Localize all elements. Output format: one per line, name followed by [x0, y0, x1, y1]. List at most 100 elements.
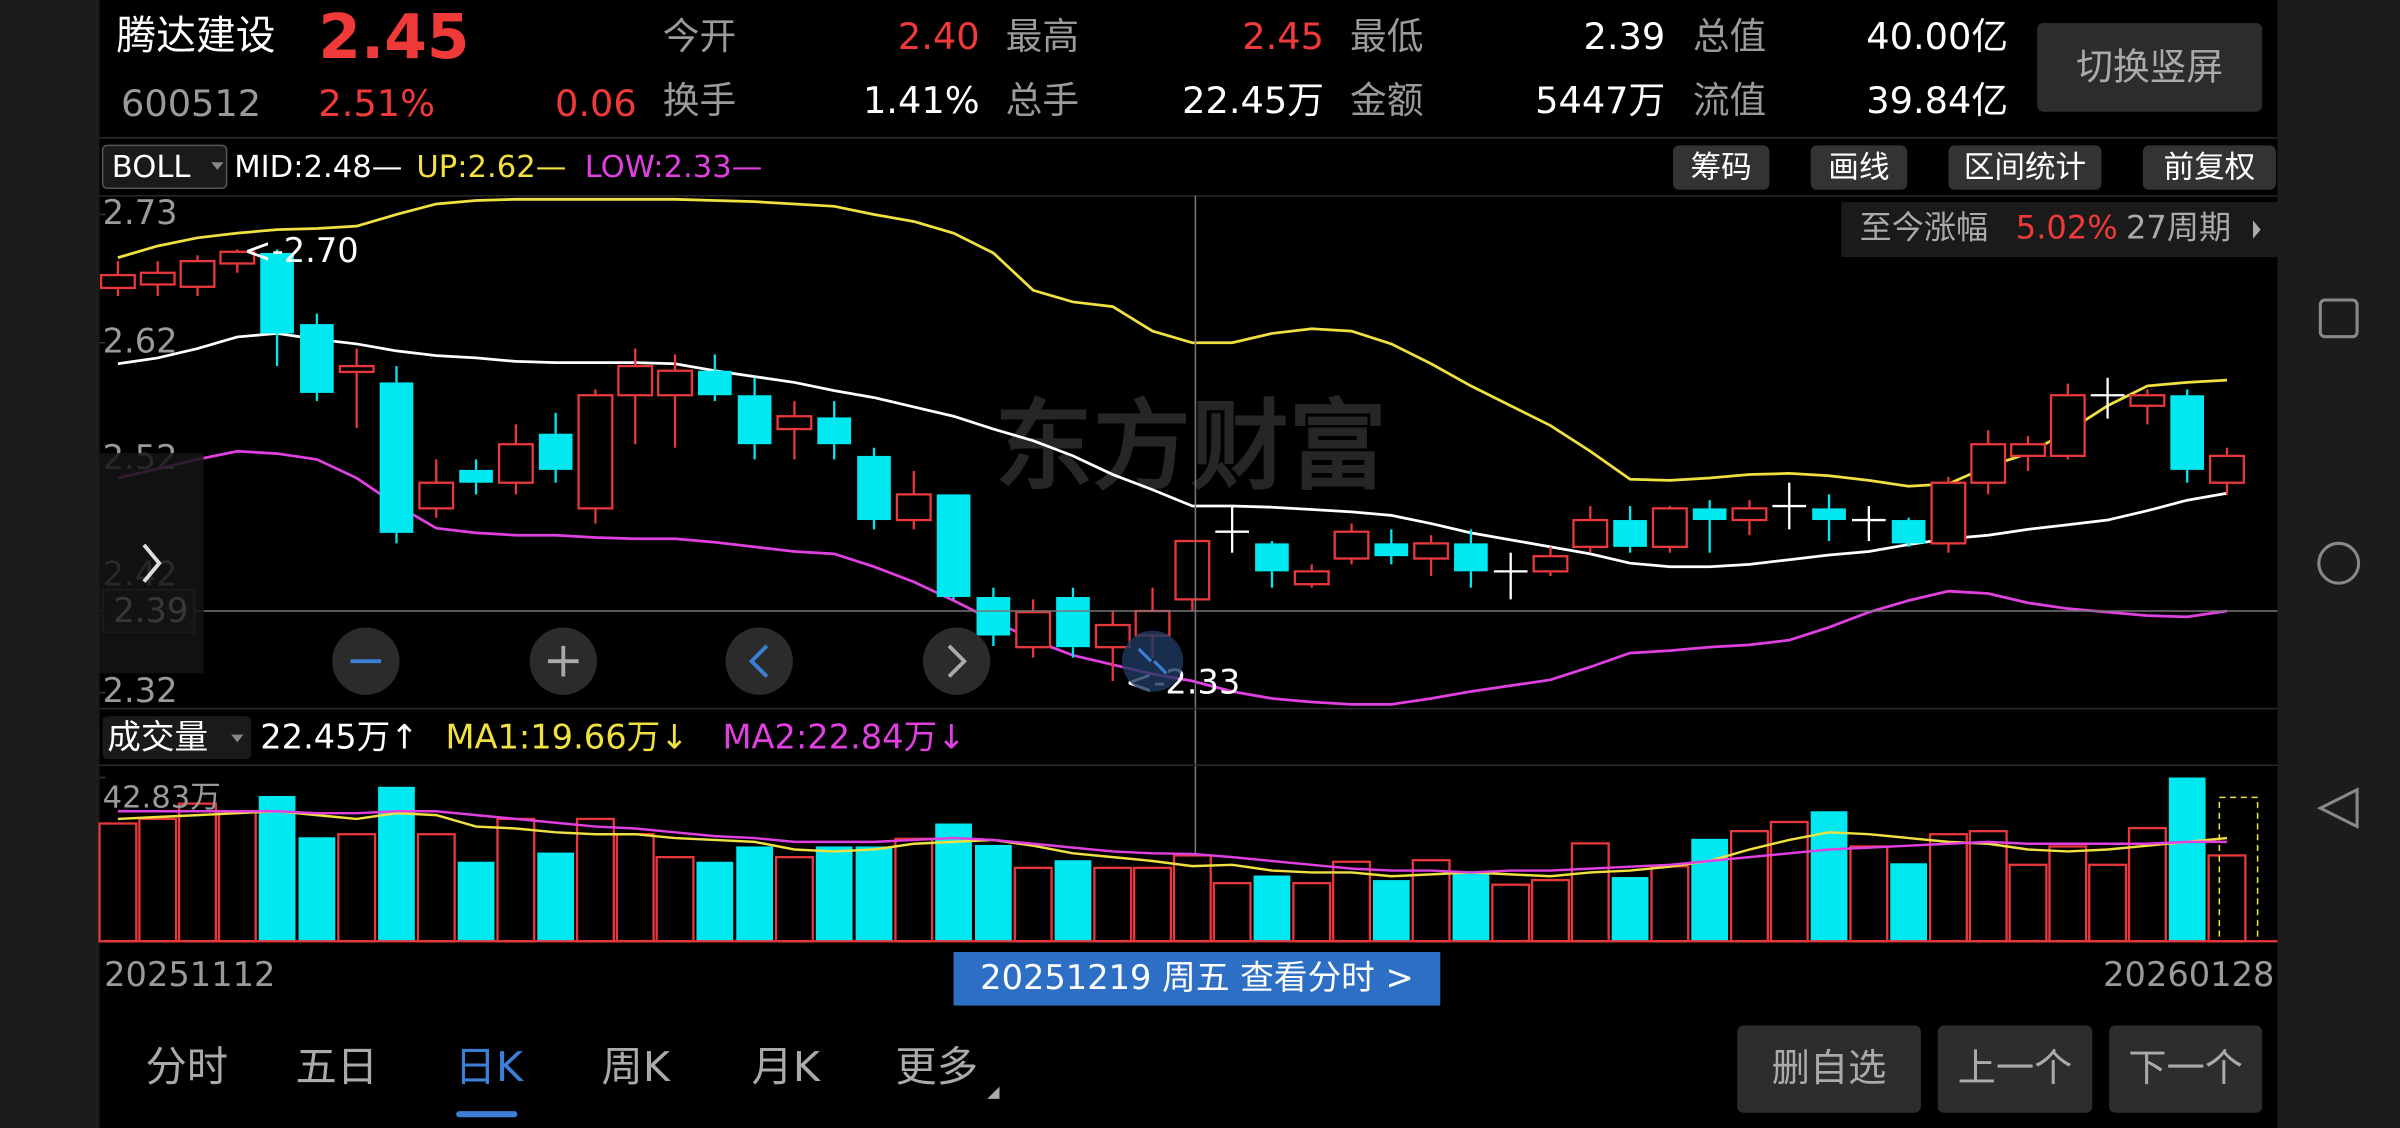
side-handle[interactable] [99, 453, 204, 674]
orientation-button[interactable]: 切换竖屏 [2037, 22, 2263, 112]
candle-body [2049, 394, 2086, 458]
tool-button[interactable]: 筹码 [1672, 145, 1770, 190]
field-value: 2.40 [898, 15, 980, 58]
field-label: 最低 [1350, 15, 1423, 58]
tab[interactable]: 更多 [895, 1043, 978, 1091]
field-value: 39.84亿 [1866, 79, 2008, 122]
tab[interactable]: 五日 [295, 1043, 378, 1091]
crosshair-date-bg [953, 951, 1441, 1006]
action-button[interactable]: 下一个 [2109, 1025, 2263, 1113]
volume-bar [655, 856, 695, 943]
stock-name: 腾达建设 [116, 13, 275, 59]
x-tick-label: 20260128 [2103, 955, 2274, 994]
indicator-mid: MID:2.48— [234, 150, 402, 185]
tab[interactable]: 分时 [145, 1043, 228, 1091]
tool-bg [2142, 145, 2276, 190]
reset-control[interactable] [1121, 630, 1184, 692]
action-button[interactable]: 上一个 [1937, 1025, 2093, 1113]
candle-body [1293, 570, 1330, 586]
candle-body [737, 395, 772, 445]
field-label: 总值 [1693, 15, 1766, 58]
change-percent: 2.51% [318, 82, 435, 125]
candle-body [2010, 443, 2046, 458]
candle-body [1094, 623, 1131, 649]
tab[interactable]: 日K [455, 1043, 524, 1091]
candle-body [260, 252, 294, 334]
candle-body [1532, 555, 1569, 573]
candle-body [1413, 542, 1450, 560]
volume-bar [774, 856, 814, 943]
volume-ma-line [117, 810, 2228, 878]
scroll-left-icon [748, 644, 769, 678]
volume-bar [1253, 875, 1291, 942]
tab[interactable]: 周K [602, 1043, 671, 1091]
volume-bar [378, 786, 415, 942]
candle-body [1454, 543, 1488, 572]
candle-body [1572, 518, 1609, 549]
range-stat-period: 27周期 [2126, 209, 2231, 247]
candle-body [1613, 520, 1647, 547]
candle-body [1056, 597, 1090, 648]
reset-icon [1137, 647, 1168, 675]
tool-button[interactable]: 画线 [1810, 145, 1908, 190]
volume-bar [1928, 833, 1968, 943]
nav-back[interactable] [2316, 787, 2359, 829]
volume-bar [1133, 866, 1173, 943]
tool-label: 画线 [1828, 151, 1889, 186]
scroll-left-control[interactable] [725, 627, 793, 695]
nav-recent[interactable] [2318, 298, 2359, 339]
tool-label: 筹码 [1691, 151, 1752, 186]
volume-bar [98, 822, 138, 943]
volume-bar [1013, 866, 1053, 943]
volume-legend-volume: 22.45万↑ [260, 718, 418, 757]
tab-underline [456, 1111, 518, 1118]
volume-bar [575, 817, 615, 943]
candle-body [139, 271, 176, 286]
volume-bar [457, 861, 495, 942]
band-line [117, 332, 2228, 569]
crosshair-date-button[interactable]: 20251219 周五 查看分时 > [953, 951, 1441, 1006]
field-label: 流值 [1693, 79, 1766, 122]
candle-body [1692, 508, 1727, 521]
candle-body [1930, 481, 1967, 545]
zoom-in-control[interactable] [529, 627, 597, 695]
nav-home[interactable] [2317, 541, 2361, 585]
watermark: 东方财富 [995, 390, 1387, 504]
action-button[interactable]: 删自选 [1737, 1025, 1921, 1113]
indicator-box [101, 144, 228, 190]
candle-body [1891, 520, 1926, 544]
candle-body [2129, 394, 2166, 407]
field-label: 换手 [663, 79, 736, 122]
candle-body [936, 494, 971, 598]
volume-bar [1212, 882, 1252, 943]
side-handle-arrow [142, 543, 162, 583]
volume-bar [1570, 842, 1610, 943]
range-stat-value: 5.02% [2016, 209, 2118, 247]
field-value: 5447万 [1535, 79, 1665, 122]
volume-bar [1292, 882, 1332, 943]
candle-body [577, 394, 614, 510]
candle-body [379, 382, 414, 533]
candle-body [817, 417, 852, 445]
volume-bar [894, 837, 934, 943]
candle-body [1174, 539, 1211, 601]
field-value: 2.39 [1584, 15, 1666, 58]
volume-bar [1650, 865, 1690, 943]
candle-body [300, 324, 334, 393]
volume-bar [1491, 883, 1531, 943]
volume-bar [1054, 860, 1092, 942]
volume-bar [1691, 838, 1729, 942]
volume-bar [298, 837, 336, 942]
zoom-out-control[interactable] [332, 627, 400, 695]
field-value: 22.45万 [1182, 79, 1324, 122]
scroll-right-control[interactable] [922, 627, 991, 695]
volume-bar [416, 833, 456, 943]
tool-button[interactable]: 前复权 [2142, 145, 2276, 190]
field-value: 2.45 [1242, 15, 1324, 58]
tab[interactable]: 月K [752, 1043, 821, 1091]
crosshair-date-label: 20251219 周五 查看分时 > [980, 958, 1414, 997]
field-label: 今开 [663, 15, 736, 58]
tool-label: 前复权 [2163, 151, 2255, 186]
tool-button[interactable]: 区间统计 [1948, 145, 2102, 190]
